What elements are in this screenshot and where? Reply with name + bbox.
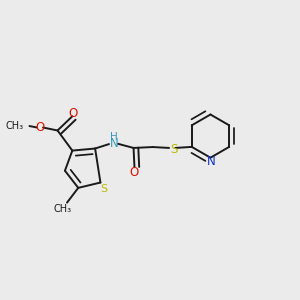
Text: CH₃: CH₃ [5,121,23,131]
Text: O: O [36,121,45,134]
Text: S: S [170,143,177,156]
Text: N: N [207,155,215,168]
Text: H: H [110,132,118,142]
Text: O: O [69,107,78,120]
Text: S: S [100,184,107,194]
Text: O: O [130,166,139,179]
Text: N: N [110,137,119,150]
Text: CH₃: CH₃ [54,204,72,214]
